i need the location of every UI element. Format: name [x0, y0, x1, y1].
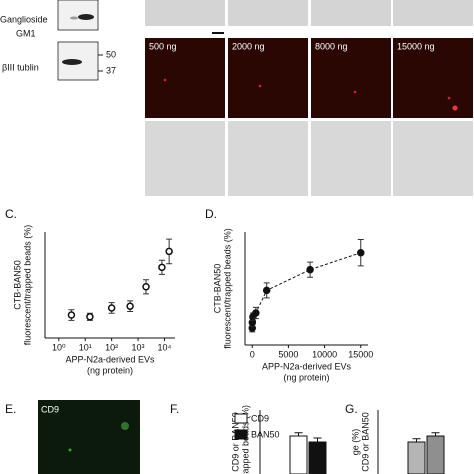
micrograph [145, 38, 225, 118]
legend-label: BAN50 [251, 429, 280, 439]
y-axis-label: CTB-BAN50 [12, 260, 22, 310]
x-tick-label: 10³ [132, 342, 145, 352]
micrograph [38, 400, 140, 474]
y-axis-label: CD9 or BAN50 [360, 412, 370, 472]
x-axis-label: APP-N2a-derived EVs [65, 354, 155, 364]
data-point [262, 286, 271, 295]
bar [426, 435, 445, 474]
x-tick-label: 10¹ [79, 342, 92, 352]
y-axis-label: fluorescent/trapped beads (%) [22, 225, 32, 346]
blot-label: Ganglioside [0, 14, 48, 24]
micrograph [393, 121, 473, 196]
x-tick-label: 10⁰ [52, 342, 66, 352]
micrograph [228, 38, 308, 118]
micrograph [393, 38, 473, 118]
bar [407, 441, 426, 474]
error-bar [431, 432, 440, 436]
micrograph-spot [447, 96, 451, 100]
y-axis-label: CD9 or BAN50 [230, 412, 240, 472]
micrograph [145, 0, 225, 26]
data-point [158, 263, 166, 272]
image-label: 2000 ng [232, 41, 265, 51]
panel-label: D. [205, 207, 217, 221]
micrograph-spot [163, 78, 167, 82]
blot-label: GM1 [16, 28, 36, 38]
bar [308, 441, 327, 474]
panel-label: E. [5, 402, 16, 416]
x-axis-label: (ng protein) [283, 372, 329, 382]
blot-marker: 37 [106, 65, 116, 75]
micrograph-spot [353, 90, 357, 94]
panel-label: F. [170, 402, 179, 416]
image-label: 500 ng [149, 41, 177, 51]
x-axis-label: (ng protein) [87, 365, 133, 375]
data-point [306, 265, 314, 274]
blot-band [70, 16, 78, 20]
micrograph-spot [452, 105, 458, 111]
micrograph [311, 38, 391, 118]
data-point [357, 248, 365, 257]
blot-band [78, 14, 94, 20]
legend-swatch [234, 429, 248, 440]
data-point [142, 283, 150, 291]
blot-marker: 50 [106, 49, 116, 59]
micrograph [393, 0, 473, 26]
micrograph [311, 0, 391, 26]
x-tick-label: 0 [250, 349, 255, 359]
image-label: CD9 [41, 404, 59, 414]
x-tick-label: 5000 [278, 349, 298, 359]
blot-label: βIII tublin [2, 62, 39, 72]
micrograph [145, 121, 225, 196]
image-label: 15000 ng [397, 41, 435, 51]
legend-label: CD9 [251, 413, 269, 423]
x-tick-label: 10⁴ [158, 342, 172, 352]
micrograph-spot [258, 84, 262, 88]
legend-swatch [234, 413, 248, 424]
panel-label: C. [5, 207, 17, 221]
data-point [165, 247, 173, 256]
micrograph [311, 121, 391, 196]
x-tick-label: 10000 [312, 349, 337, 359]
micrograph-spot [121, 422, 129, 430]
micrograph-spot [68, 448, 72, 452]
x-tick-label: 15000 [348, 349, 373, 359]
error-bar [294, 432, 303, 436]
error-bar [412, 438, 421, 442]
y-axis-label: fluorescent/trapped beads (%) [222, 228, 232, 349]
x-axis-label: APP-N2a-derived EVs [262, 361, 352, 371]
blot-frame [57, 0, 99, 31]
data-point [252, 309, 260, 317]
data-point [126, 302, 134, 310]
image-label: 8000 ng [315, 41, 348, 51]
data-point [67, 311, 76, 319]
blot-band [62, 59, 82, 65]
micrograph [228, 0, 308, 26]
y-axis-label: ge (%) [350, 429, 360, 456]
error-bar [313, 437, 322, 442]
x-tick-label: 10² [105, 342, 118, 352]
data-point [86, 313, 94, 321]
data-point [107, 304, 116, 312]
panel-label: G. [345, 402, 358, 416]
y-axis-label: CTB-BAN50 [212, 264, 222, 314]
bar [289, 435, 308, 474]
micrograph [228, 121, 308, 196]
